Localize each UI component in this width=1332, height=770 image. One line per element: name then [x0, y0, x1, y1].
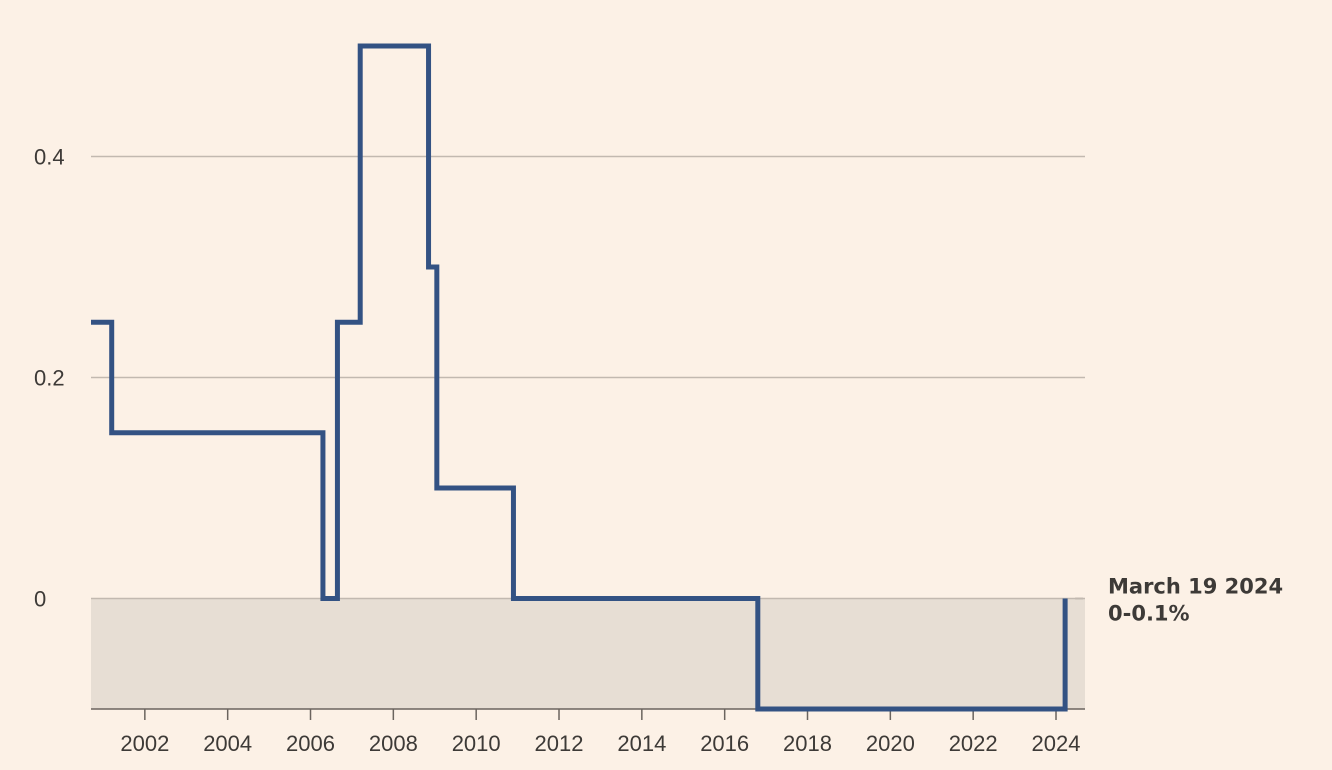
y-tick-label: 0.4	[34, 145, 65, 170]
x-tick-label: 2014	[617, 731, 666, 756]
gridlines	[91, 155, 1085, 600]
x-tick-label: 2016	[700, 731, 749, 756]
annotation-date: March 19 2024	[1108, 575, 1283, 599]
y-axis-labels: 0 0.2 0.4	[34, 145, 65, 612]
rate-step-line	[91, 43, 1068, 712]
x-tick-label: 2012	[535, 731, 584, 756]
negative-rate-shaded-area	[91, 598, 1085, 709]
y-tick-label: 0.2	[34, 366, 65, 391]
x-tick-label: 2022	[949, 731, 998, 756]
x-tick-label: 2024	[1032, 731, 1081, 756]
x-tick-label: 2004	[203, 731, 252, 756]
y-tick-label: 0	[34, 587, 46, 612]
x-tick-label: 2018	[783, 731, 832, 756]
x-tick-label: 2008	[369, 731, 418, 756]
x-tick-label: 2002	[120, 731, 169, 756]
x-tick-label: 2006	[286, 731, 335, 756]
x-tick-label: 2010	[452, 731, 501, 756]
x-tick-label: 2020	[866, 731, 915, 756]
x-axis: 2002 2004 2006 2008 2010 2012 2014 2016 2018 2020…	[91, 708, 1085, 756]
annotation-range: 0-0.1%	[1108, 602, 1190, 626]
